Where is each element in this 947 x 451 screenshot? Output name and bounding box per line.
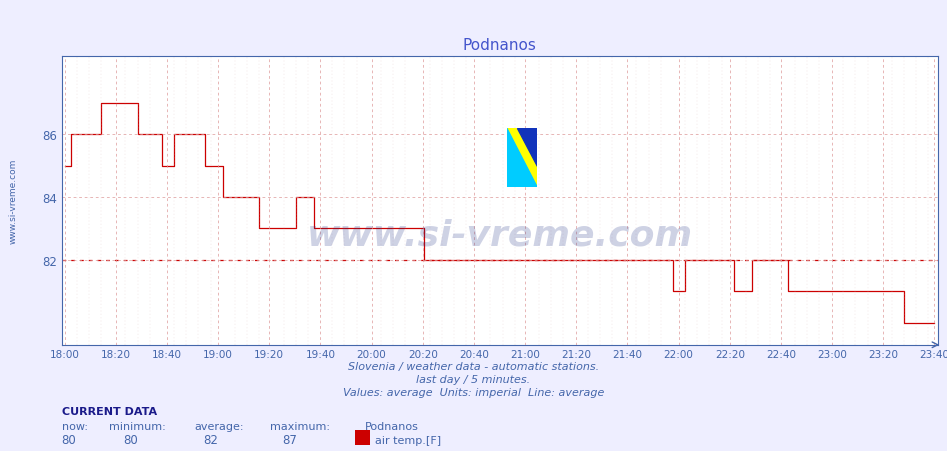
Text: Podnanos: Podnanos bbox=[365, 421, 419, 431]
Text: www.si-vreme.com: www.si-vreme.com bbox=[307, 218, 692, 252]
Text: CURRENT DATA: CURRENT DATA bbox=[62, 406, 156, 416]
Text: Slovenia / weather data - automatic stations.: Slovenia / weather data - automatic stat… bbox=[348, 361, 599, 371]
Text: last day / 5 minutes.: last day / 5 minutes. bbox=[417, 374, 530, 384]
Text: maximum:: maximum: bbox=[270, 421, 330, 431]
Text: 80: 80 bbox=[123, 433, 138, 446]
Text: average:: average: bbox=[194, 421, 243, 431]
Text: now:: now: bbox=[62, 421, 87, 431]
Polygon shape bbox=[507, 129, 537, 187]
Text: minimum:: minimum: bbox=[109, 421, 166, 431]
Text: 80: 80 bbox=[62, 433, 77, 446]
Text: Values: average  Units: imperial  Line: average: Values: average Units: imperial Line: av… bbox=[343, 387, 604, 397]
Text: air temp.[F]: air temp.[F] bbox=[375, 435, 441, 445]
Text: 87: 87 bbox=[282, 433, 297, 446]
Title: Podnanos: Podnanos bbox=[462, 37, 537, 52]
Polygon shape bbox=[507, 129, 537, 187]
Text: 82: 82 bbox=[204, 433, 219, 446]
Polygon shape bbox=[517, 129, 537, 167]
Text: www.si-vreme.com: www.si-vreme.com bbox=[9, 158, 18, 243]
